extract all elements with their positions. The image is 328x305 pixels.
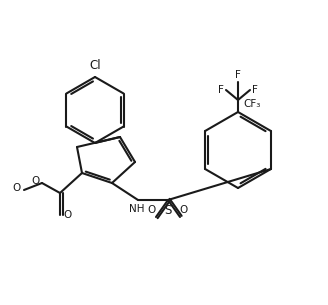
Text: O: O	[63, 210, 71, 220]
Text: F: F	[252, 85, 258, 95]
Text: O: O	[32, 176, 40, 186]
Text: Cl: Cl	[89, 59, 101, 72]
Text: O: O	[180, 205, 188, 215]
Text: S: S	[164, 204, 172, 217]
Text: F: F	[235, 70, 241, 80]
Text: NH: NH	[129, 204, 145, 214]
Text: O: O	[148, 205, 156, 215]
Text: O: O	[13, 183, 21, 193]
Text: CF₃: CF₃	[243, 99, 260, 109]
Text: F: F	[218, 85, 224, 95]
